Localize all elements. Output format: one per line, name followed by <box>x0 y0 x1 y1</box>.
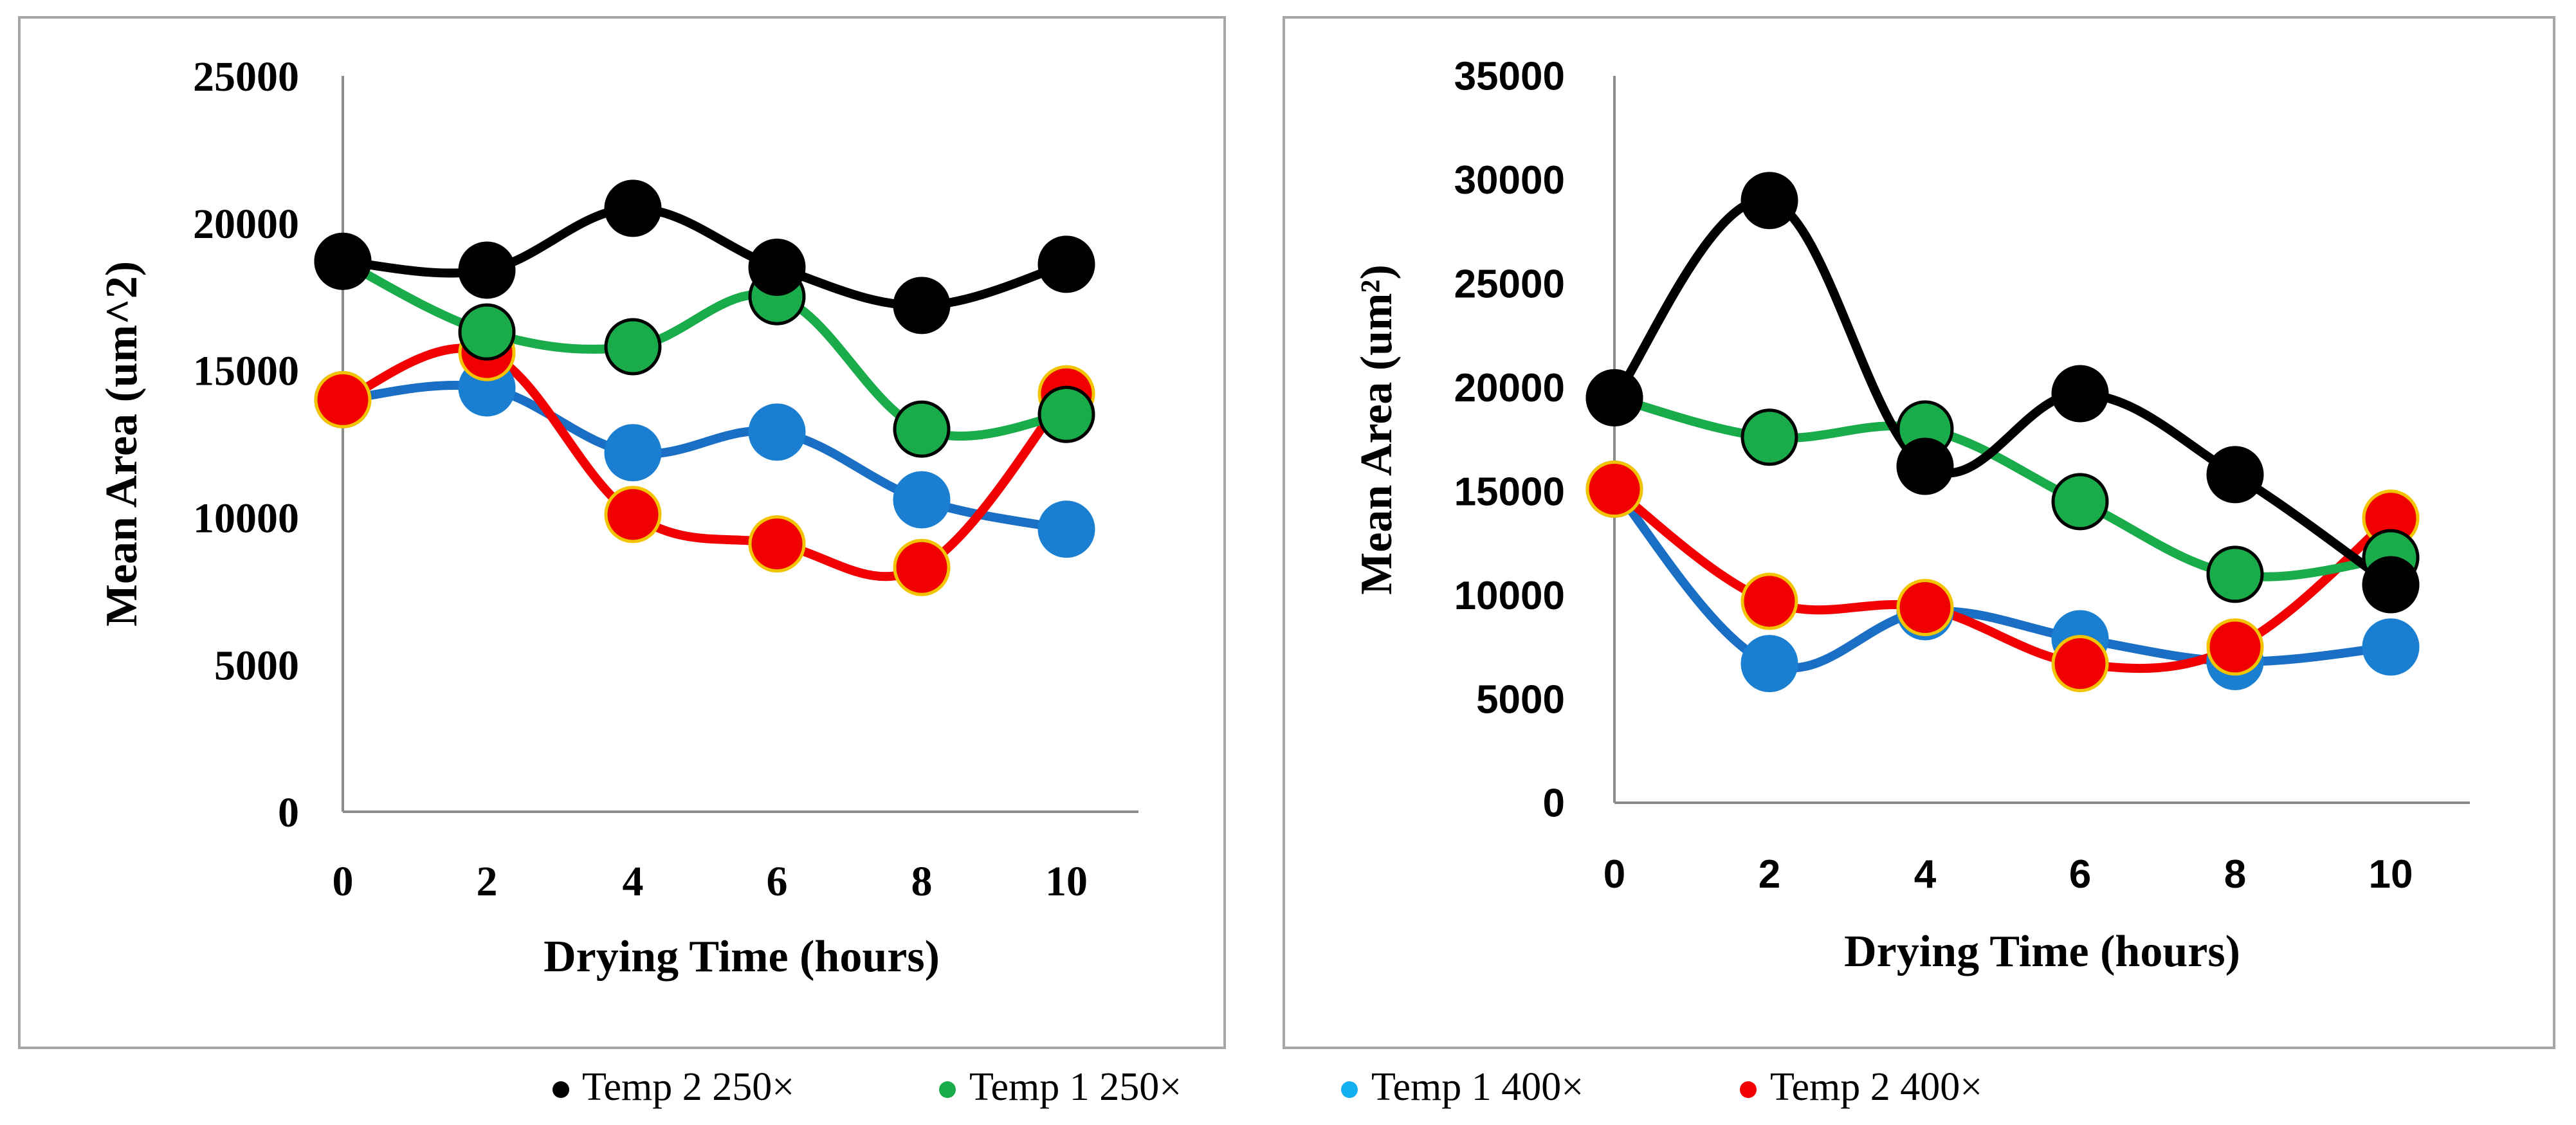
legend-label-temp1-250: Temp 1 250× <box>969 1065 1182 1109</box>
left-point-temp1-250 <box>604 318 662 376</box>
right-y-tick-label: 0 <box>1543 782 1565 826</box>
left-y-tick-label: 5000 <box>214 642 299 689</box>
right-y-tick-label: 10000 <box>1454 574 1565 618</box>
right-point-temp2-250 <box>2362 556 2420 614</box>
right-x-tick-label: 2 <box>1758 852 1780 897</box>
right-point-temp2-400 <box>1740 572 1798 630</box>
left-point-temp2-250 <box>314 232 372 290</box>
right-x-tick-label: 4 <box>1914 852 1937 897</box>
right-point-temp1-250 <box>2206 545 2264 603</box>
right-x-tick-label: 8 <box>2224 852 2246 897</box>
legend-marker-temp1-250 <box>939 1081 956 1098</box>
left-point-temp2-250 <box>458 241 516 299</box>
right-x-tick-label: 6 <box>2069 852 2091 897</box>
left-y-tick-label: 15000 <box>193 348 299 395</box>
right-point-temp2-400 <box>2051 635 2109 693</box>
legend-item-temp1-250: Temp 1 250× <box>939 1065 1182 1109</box>
left-x-tick-label: 0 <box>333 858 354 905</box>
left-chart: 0 5000 10000 15000 20000 25000 0 2 4 6 8 10 Drying T… <box>97 53 1138 982</box>
right-chart-frame <box>1283 16 2555 1049</box>
left-y-axis-title: Mean Area (um^2) <box>97 261 147 627</box>
left-point-temp2-250 <box>1037 235 1095 293</box>
right-point-temp2-400 <box>1585 460 1643 518</box>
left-point-temp2-400 <box>604 486 662 544</box>
left-point-temp1-250 <box>1037 385 1095 443</box>
right-y-tick-label: 30000 <box>1454 158 1565 203</box>
left-point-temp1-250 <box>458 303 516 361</box>
left-point-temp1-400 <box>893 471 951 529</box>
right-y-tick-label: 20000 <box>1454 366 1565 410</box>
legend-marker-temp2-250 <box>553 1081 569 1098</box>
left-x-tick-label: 6 <box>767 858 788 905</box>
left-point-temp2-400 <box>748 515 806 573</box>
legend-label-temp2-400: Temp 2 400× <box>1770 1065 1982 1109</box>
left-x-tick-label: 4 <box>623 858 644 905</box>
left-point-temp2-250 <box>604 179 662 237</box>
left-x-tick-label: 8 <box>911 858 933 905</box>
legend: Temp 2 250× Temp 1 250× Temp 1 400× Temp… <box>553 1065 1982 1109</box>
right-x-axis-title: Drying Time (hours) <box>1844 927 2240 976</box>
legend-item-temp1-400: Temp 1 400× <box>1341 1065 1584 1109</box>
legend-item-temp2-400: Temp 2 400× <box>1740 1065 1982 1109</box>
right-y-tick-label: 15000 <box>1454 470 1565 514</box>
right-point-temp1-250 <box>2051 473 2109 531</box>
left-point-temp1-250 <box>893 400 951 458</box>
right-y-tick-label: 35000 <box>1454 55 1565 99</box>
right-series-line-temp2-400 <box>1610 484 2395 673</box>
right-point-temp2-400 <box>1896 579 1954 637</box>
right-x-tick-label: 0 <box>1603 852 1625 897</box>
left-y-tick-label: 25000 <box>193 53 299 100</box>
left-point-temp1-400 <box>604 424 662 482</box>
left-x-tick-label: 2 <box>477 858 498 905</box>
right-chart: 0 5000 10000 15000 20000 25000 30000 35000 0 2 4 6 8… <box>1352 55 2470 976</box>
legend-marker-temp2-400 <box>1740 1081 1757 1098</box>
legend-label-temp1-400: Temp 1 400× <box>1371 1065 1584 1109</box>
right-point-temp2-250 <box>1896 437 1954 495</box>
left-point-temp2-400 <box>314 370 372 428</box>
left-y-tick-label: 10000 <box>193 495 299 542</box>
right-point-temp2-400 <box>2206 618 2264 676</box>
right-point-temp2-250 <box>2206 446 2264 504</box>
right-point-temp2-250 <box>1585 369 1643 426</box>
left-point-temp2-250 <box>748 238 806 296</box>
right-point-temp1-250 <box>1740 408 1798 466</box>
left-y-tick-label: 0 <box>278 789 299 836</box>
left-point-temp2-400 <box>893 538 951 596</box>
right-y-tick-label: 25000 <box>1454 262 1565 307</box>
right-point-temp1-400 <box>1740 635 1798 693</box>
left-x-axis-title: Drying Time (hours) <box>544 932 940 982</box>
right-y-tick-label: 5000 <box>1476 677 1565 722</box>
left-y-tick-label: 20000 <box>193 201 299 248</box>
right-x-tick-label: 10 <box>2369 852 2413 897</box>
right-point-temp1-400 <box>2362 618 2420 676</box>
legend-label-temp2-250: Temp 2 250× <box>582 1065 794 1109</box>
right-point-temp2-250 <box>1740 172 1798 230</box>
legend-marker-temp1-400 <box>1341 1081 1358 1098</box>
legend-item-temp2-250: Temp 2 250× <box>553 1065 794 1109</box>
left-point-temp1-400 <box>1037 500 1095 558</box>
right-y-axis-title: Mean Area (um²) <box>1352 264 1402 594</box>
left-point-temp2-250 <box>893 277 951 334</box>
left-x-tick-label: 10 <box>1045 858 1088 905</box>
right-point-temp2-250 <box>2051 365 2109 423</box>
left-point-temp1-400 <box>748 403 806 461</box>
